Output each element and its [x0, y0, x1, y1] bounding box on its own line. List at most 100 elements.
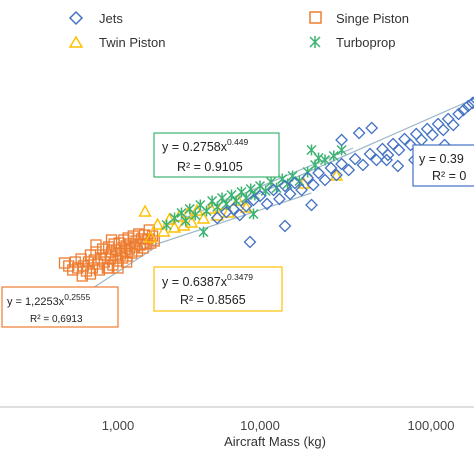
point-jets	[233, 208, 247, 222]
point-jets	[466, 96, 474, 110]
legend-label-jets: Jets	[99, 11, 123, 26]
point-turboprop	[216, 192, 228, 204]
point-jets	[446, 118, 460, 132]
point-jets	[312, 166, 325, 180]
r2-single-piston: R² = 0,6913	[30, 314, 83, 325]
point-jets	[267, 183, 280, 197]
point-single-piston	[112, 262, 124, 274]
equation-box-single-piston: y = 1,2253x0,2555 R² = 0,6913	[1, 286, 119, 328]
point-single-piston	[148, 235, 160, 247]
point-jets	[392, 143, 406, 157]
point-twin-piston	[150, 217, 165, 230]
point-turboprop	[248, 208, 259, 220]
point-jets	[335, 157, 349, 171]
point-single-piston	[97, 243, 109, 255]
point-turboprop	[245, 183, 256, 195]
x-tick-1000: 1,000	[102, 418, 135, 433]
point-jets	[441, 112, 455, 126]
point-twin-piston	[162, 212, 177, 225]
legend-marker-jets	[68, 10, 84, 26]
point-twin-piston	[196, 211, 211, 224]
point-twin-piston	[184, 215, 199, 228]
point-jets	[461, 99, 474, 113]
point-twin-piston	[144, 230, 158, 243]
x-tick-100000: 100,000	[408, 418, 455, 433]
point-single-piston	[63, 260, 75, 272]
point-turboprop	[198, 226, 209, 238]
point-twin-piston	[157, 224, 171, 237]
point-single-piston	[76, 270, 88, 282]
point-jets	[370, 153, 383, 167]
point-turboprop	[226, 189, 237, 201]
equation-box-twin-piston: y = 0.6387x0.3479 R² = 0.8565	[153, 266, 283, 312]
point-turboprop	[161, 219, 172, 231]
x-tick-10000: 10,000	[240, 418, 280, 433]
point-jets	[301, 171, 315, 185]
point-turboprop	[313, 152, 324, 164]
equation-box-twin-piston-frame	[153, 266, 283, 312]
point-single-piston	[145, 237, 157, 249]
point-turboprop	[231, 195, 242, 207]
point-jets	[409, 127, 423, 141]
point-jets	[295, 183, 308, 197]
legend-item-twin-piston: Twin Piston	[68, 35, 165, 50]
r2-twin-piston: R² = 0.8565	[180, 293, 246, 307]
point-jets	[330, 168, 343, 182]
legend-item-jets: Jets	[68, 10, 123, 26]
point-jets	[436, 123, 450, 137]
point-jets	[356, 158, 370, 172]
equation-box-jets-frame	[412, 144, 474, 187]
point-turboprop	[169, 212, 180, 224]
point-jets	[420, 122, 434, 136]
point-single-piston	[84, 268, 97, 280]
point-single-piston	[75, 253, 87, 265]
trendline-twin-piston	[138, 192, 312, 251]
point-jets	[363, 147, 377, 161]
point-jets	[398, 132, 411, 146]
equation-single-piston: y = 1,2253x0,2555	[7, 292, 90, 308]
point-turboprop	[190, 209, 201, 221]
equation-turboprop: y = 0.2758x0.449	[162, 137, 249, 154]
point-jets	[273, 192, 286, 206]
point-single-piston	[103, 262, 115, 274]
point-turboprop	[180, 215, 191, 227]
point-jets	[253, 189, 267, 203]
point-jets	[381, 148, 395, 162]
point-jets	[342, 163, 356, 177]
point-jets	[243, 235, 257, 249]
point-jets	[305, 198, 318, 212]
point-single-piston	[90, 239, 102, 251]
legend-item-turboprop: Turboprop	[309, 35, 396, 50]
point-twin-piston	[167, 220, 182, 233]
point-jets	[260, 197, 274, 211]
legend-marker-single-piston	[309, 11, 322, 24]
legend-label-single-piston: Singe Piston	[336, 11, 409, 26]
legend-label-turboprop: Turboprop	[336, 35, 396, 50]
point-single-piston	[120, 256, 133, 268]
point-jets	[431, 117, 445, 131]
point-turboprop	[319, 154, 331, 166]
equation-jets: y = 0.39	[419, 152, 464, 166]
equation-box-single-piston-frame	[1, 286, 119, 328]
equation-twin-piston: y = 0.6387x0.3479	[162, 272, 253, 289]
point-jets	[210, 211, 224, 225]
legend-item-single-piston: Singe Piston	[309, 11, 409, 26]
r2-turboprop: R² = 0.9105	[177, 160, 243, 174]
point-turboprop	[306, 144, 317, 156]
point-jets	[376, 142, 389, 156]
point-jets	[386, 137, 400, 151]
equation-box-turboprop: y = 0.2758x0.449 R² = 0.9105	[153, 132, 280, 178]
equation-box-jets: y = 0.39 R² = 0	[412, 144, 474, 187]
point-twin-piston	[138, 204, 152, 217]
point-jets	[457, 103, 470, 117]
point-jets	[288, 176, 302, 190]
legend-label-twin-piston: Twin Piston	[99, 35, 165, 50]
point-jets	[365, 121, 379, 135]
point-jets	[391, 159, 405, 173]
point-jets	[227, 202, 240, 216]
legend-marker-turboprop	[309, 36, 321, 48]
point-turboprop	[328, 150, 339, 162]
point-jets	[352, 126, 366, 140]
point-jets	[239, 199, 253, 213]
